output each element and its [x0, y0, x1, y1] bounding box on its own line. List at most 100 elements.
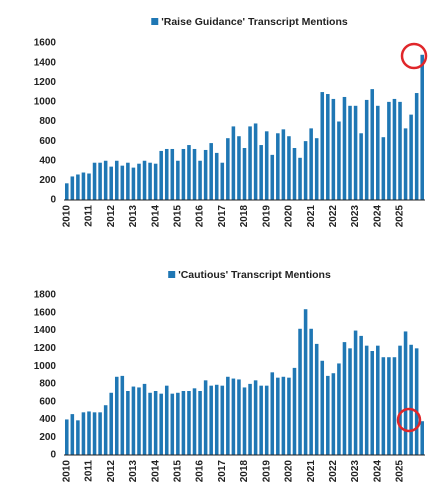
- bar: [237, 136, 241, 200]
- bar: [203, 380, 208, 455]
- bar: [198, 391, 202, 455]
- bar: [353, 105, 358, 200]
- bar: [242, 387, 247, 455]
- x-tick-label: 2023: [350, 205, 361, 228]
- bar: [126, 391, 130, 455]
- bar: [331, 373, 336, 455]
- bar: [281, 376, 286, 455]
- bar: [226, 138, 230, 200]
- bar: [70, 414, 75, 455]
- bar: [214, 152, 219, 200]
- y-tick-label: 200: [39, 175, 56, 186]
- y-tick-label: 600: [39, 396, 56, 407]
- bar: [153, 391, 158, 455]
- bar: [264, 131, 269, 200]
- bar: [137, 387, 141, 455]
- bar: [392, 98, 397, 200]
- y-tick-label: 1000: [34, 97, 57, 108]
- y-tick-label: 0: [50, 450, 56, 461]
- bar: [376, 105, 380, 200]
- bar: [403, 128, 408, 200]
- bar: [164, 148, 169, 200]
- bar: [114, 160, 119, 200]
- bar: [259, 385, 263, 455]
- bar: [70, 176, 75, 200]
- highlight-circle: [396, 407, 422, 433]
- bar: [103, 160, 108, 200]
- bar: [153, 163, 158, 200]
- bar: [120, 375, 125, 455]
- bar: [181, 391, 186, 455]
- y-tick-label: 800: [39, 116, 56, 127]
- y-tick-label: 1600: [34, 307, 57, 318]
- bar: [353, 330, 358, 455]
- bar: [303, 141, 308, 200]
- y-tick-label: 0: [50, 195, 56, 206]
- bar: [181, 148, 186, 200]
- x-tick-label: 2011: [84, 460, 95, 482]
- bar: [326, 94, 330, 200]
- bar: [359, 133, 363, 200]
- bar: [292, 147, 297, 200]
- bar: [187, 391, 191, 455]
- bar: [348, 105, 352, 200]
- bar: [370, 351, 375, 455]
- legend-label: 'Raise Guidance' Transcript Mentions: [161, 16, 348, 28]
- bar: [331, 98, 336, 200]
- bar: [248, 383, 252, 455]
- x-tick-label: 2024: [372, 460, 383, 483]
- y-tick-label: 1200: [34, 343, 57, 354]
- bar: [159, 150, 163, 200]
- bar: [264, 385, 269, 455]
- bar: [359, 335, 363, 455]
- bar: [142, 160, 147, 200]
- bar: [231, 378, 236, 455]
- bar: [170, 393, 175, 455]
- bar: [131, 386, 136, 455]
- y-tick-label: 1200: [34, 77, 57, 88]
- bar: [64, 419, 69, 455]
- bar: [203, 149, 208, 200]
- x-tick-label: 2017: [217, 460, 228, 483]
- bar: [342, 96, 347, 200]
- bar: [164, 385, 169, 455]
- x-tick-label: 2013: [128, 205, 139, 228]
- bar: [259, 145, 263, 200]
- x-tick-label: 2020: [284, 205, 295, 228]
- bar: [87, 411, 91, 455]
- bar: [148, 162, 152, 200]
- x-tick-label: 2013: [128, 460, 139, 483]
- x-tick-label: 2011: [84, 205, 95, 227]
- legend-swatch: [151, 18, 159, 25]
- y-tick-label: 1600: [34, 38, 57, 49]
- bar: [120, 165, 125, 200]
- bar: [114, 376, 119, 455]
- x-tick-label: 2012: [106, 460, 117, 483]
- bar: [170, 148, 175, 200]
- bar: [81, 172, 86, 200]
- x-tick-label: 2016: [195, 460, 206, 483]
- x-tick-label: 2017: [217, 205, 228, 228]
- bar: [287, 136, 291, 200]
- bar: [76, 420, 80, 455]
- bar: [381, 137, 386, 200]
- bar: [276, 377, 280, 455]
- bar: [314, 138, 319, 200]
- bar: [387, 357, 391, 455]
- bar: [298, 157, 302, 200]
- bar: [231, 126, 236, 200]
- bar: [409, 344, 413, 455]
- bar: [414, 93, 419, 200]
- bar: [381, 357, 386, 455]
- bar: [192, 388, 197, 455]
- bar: [320, 92, 325, 200]
- x-tick-label: 2019: [261, 205, 272, 228]
- bar: [159, 393, 163, 455]
- bar: [314, 343, 319, 455]
- y-tick-label: 400: [39, 155, 56, 166]
- bar: [192, 148, 197, 200]
- bar: [87, 173, 91, 200]
- bar: [220, 162, 225, 200]
- bar: [403, 331, 408, 455]
